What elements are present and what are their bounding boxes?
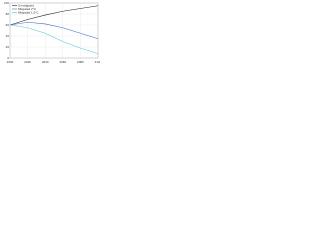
y-tick-label: 100 (4, 1, 9, 5)
legend-label: Mitigated 1.5°C (18, 10, 39, 14)
y-tick-label: 0 (7, 56, 9, 60)
x-tick-label: 2080 (77, 60, 84, 64)
x-tick-label: 2020 (24, 60, 31, 64)
series-line (9, 21, 99, 40)
x-tick-label: 2100 (95, 60, 100, 64)
legend-label: Mitigated 2°C (18, 7, 37, 11)
y-tick-label: 40 (6, 34, 10, 38)
x-tick-label: 2040 (42, 60, 49, 64)
y-tick-label: 80 (6, 12, 10, 16)
series-line (9, 5, 99, 26)
legend-label: Unmitigated (18, 3, 34, 7)
y-tick-label: 60 (6, 23, 10, 27)
y-tick-label: 20 (6, 45, 10, 49)
x-tick-label: 2060 (59, 60, 66, 64)
chart: 020406080100200020202040206020802100Unmi… (4, 1, 102, 64)
series-line (9, 24, 99, 54)
x-tick-label: 2000 (7, 60, 14, 64)
